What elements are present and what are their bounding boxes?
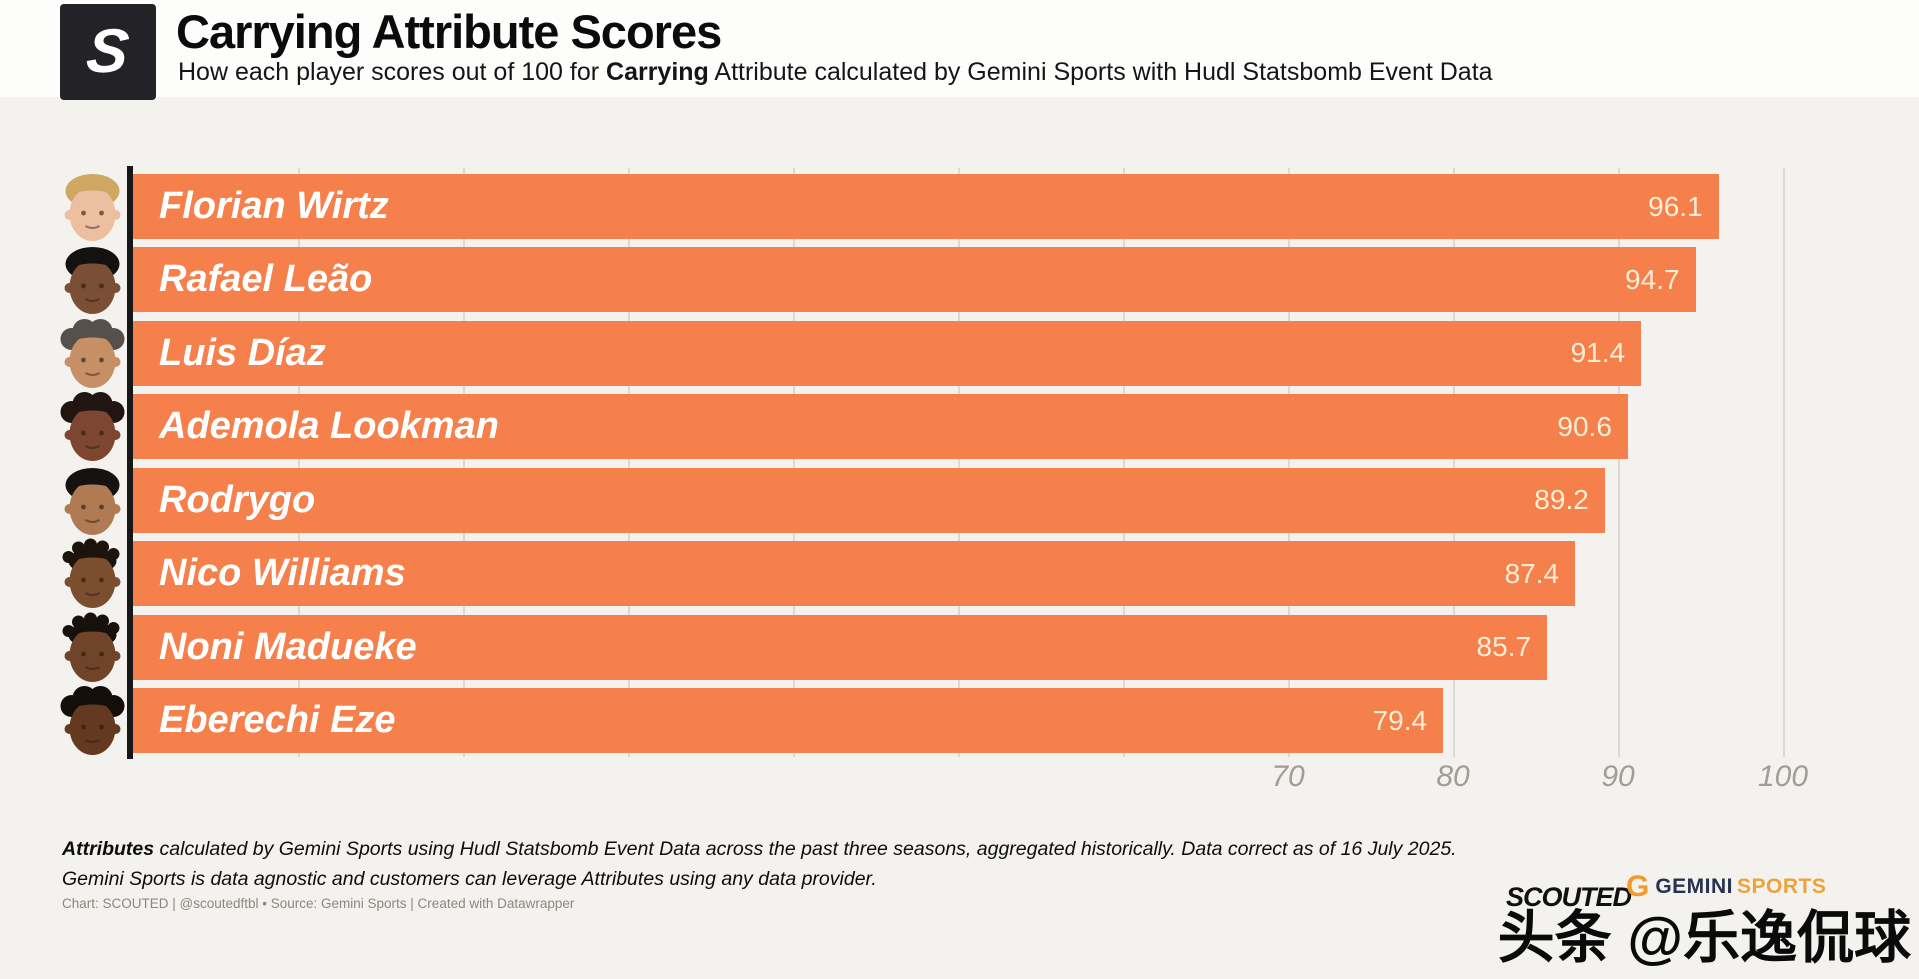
gemini-g-icon: G — [1626, 870, 1650, 903]
player-name-label: Rafael Leão — [159, 258, 373, 301]
sports-word: SPORTS — [1737, 875, 1827, 898]
player-face-icon — [64, 467, 121, 535]
player-avatar — [52, 386, 133, 466]
grid-line-80 — [1453, 168, 1455, 757]
bar-value-label: 91.4 — [1570, 337, 1626, 369]
player-avatar — [52, 166, 133, 246]
player-avatar — [52, 607, 133, 687]
scouted-logo: S — [60, 4, 156, 100]
chart-subtitle: How each player scores out of 100 for Ca… — [178, 58, 1493, 87]
bar-rodrygo: Rodrygo 89.2 — [133, 467, 1605, 533]
bar-value-label: 89.2 — [1534, 484, 1589, 516]
scouted-logo-letter: S — [83, 17, 133, 86]
x-tick-label-80: 80 — [1436, 760, 1470, 793]
player-avatar — [52, 239, 133, 319]
player-name-label: Eberechi Eze — [159, 699, 396, 741]
player-name-label: Rodrygo — [159, 478, 316, 521]
player-avatar — [52, 533, 133, 613]
player-face-icon — [60, 686, 125, 755]
toutiao-watermark: 头条 @乐逸侃球 — [1497, 906, 1911, 970]
scouted-wordmark: SCOUTED — [1506, 882, 1632, 912]
x-tick-label-100: 100 — [1757, 760, 1809, 793]
player-face-icon — [64, 174, 121, 241]
bar-rafael-le-o: Rafael Leão 94.7 — [133, 247, 1696, 313]
gemini-sports-logo: G GEMINI SPORTS — [1626, 872, 1826, 902]
bar-value-label: 96.1 — [1648, 190, 1703, 222]
bar-eberechi-eze: Eberechi Eze 79.4 — [133, 688, 1444, 753]
grid-line-60 — [1123, 168, 1125, 757]
grid-line-20 — [463, 168, 465, 757]
player-name-label: Ademola Lookman — [159, 405, 499, 448]
x-tick-label-90: 90 — [1601, 760, 1635, 793]
subtitle-suffix: Attribute calculated by Gemini Sports wi… — [708, 58, 1493, 86]
player-name-label: Noni Madueke — [159, 625, 417, 668]
bar-luis-d-az: Luis Díaz 91.4 — [133, 320, 1642, 386]
footer-note-bold: Attributes — [62, 838, 155, 860]
grid-line-100 — [1783, 168, 1785, 757]
grid-line-10 — [298, 168, 300, 757]
bar-noni-madueke: Noni Madueke 85.7 — [133, 614, 1548, 680]
subtitle-bold-word: Carrying — [606, 58, 709, 86]
chart-credit-line: Chart: SCOUTED | @scoutedftbl • Source: … — [62, 896, 575, 911]
footer-note-line2: Gemini Sports is data agnostic and custo… — [62, 868, 877, 890]
grid-line-50 — [958, 168, 960, 757]
player-face-icon — [60, 392, 125, 462]
footer-note-line1-rest: calculated by Gemini Sports using Hudl S… — [154, 838, 1457, 860]
bar-nico-williams: Nico Williams 87.4 — [133, 541, 1576, 607]
player-face-icon — [64, 247, 121, 315]
grid-line-40 — [793, 168, 795, 757]
grid-line-30 — [628, 168, 630, 757]
bar-ademola-lookman: Ademola Lookman 90.6 — [133, 394, 1628, 460]
footer-note-line1: Attributes calculated by Gemini Sports u… — [62, 838, 1457, 861]
player-avatar — [52, 313, 133, 393]
player-name-label: Nico Williams — [159, 552, 406, 595]
bar-value-label: 87.4 — [1504, 557, 1560, 589]
player-name-label: Florian Wirtz — [159, 185, 389, 227]
gemini-word: GEMINI — [1655, 875, 1734, 898]
player-avatar — [52, 680, 133, 760]
grid-line-90 — [1618, 168, 1620, 757]
y-axis-line — [127, 166, 133, 759]
grid-line-70 — [1288, 168, 1290, 757]
x-tick-label-70: 70 — [1271, 760, 1305, 793]
player-face-icon — [62, 538, 121, 609]
player-face-icon — [60, 318, 125, 388]
bar-florian-wirtz: Florian Wirtz 96.1 — [133, 174, 1719, 239]
player-face-icon — [62, 612, 121, 682]
bar-value-label: 85.7 — [1476, 631, 1532, 663]
header-band — [0, 0, 1919, 97]
subtitle-prefix: How each player scores out of 100 for — [178, 58, 607, 86]
player-name-label: Luis Díaz — [159, 331, 326, 374]
player-avatar — [52, 460, 133, 540]
bar-value-label: 79.4 — [1372, 704, 1428, 736]
bar-value-label: 94.7 — [1625, 263, 1680, 295]
page-title: Carrying Attribute Scores — [176, 5, 722, 58]
bar-value-label: 90.6 — [1557, 410, 1612, 442]
